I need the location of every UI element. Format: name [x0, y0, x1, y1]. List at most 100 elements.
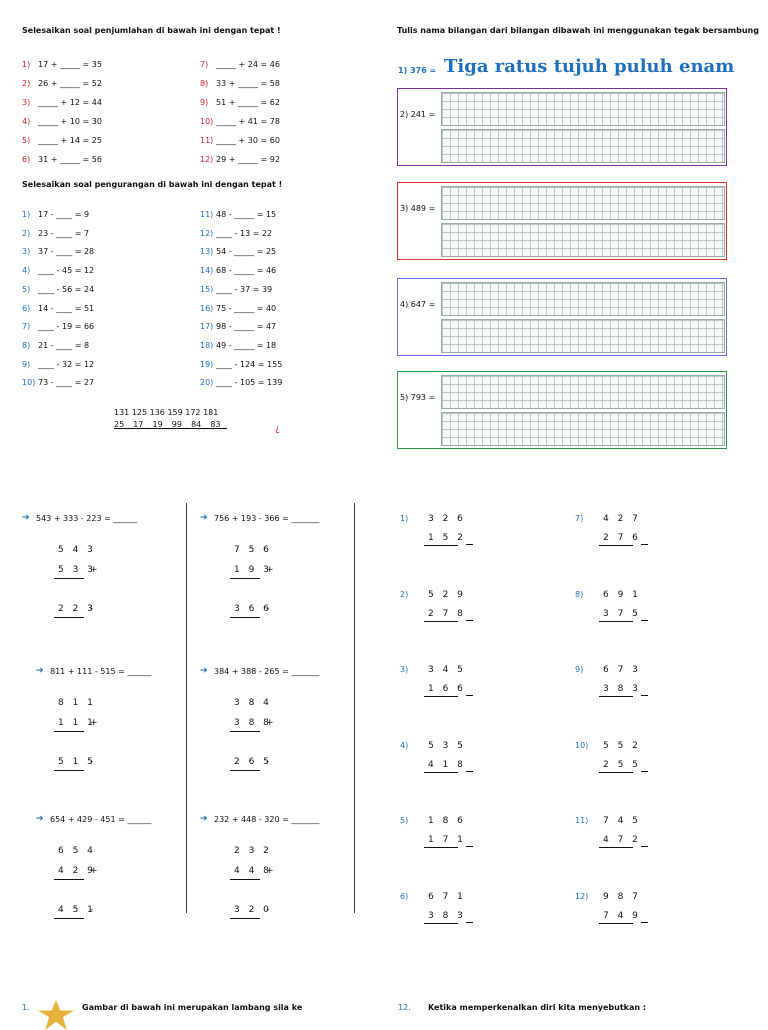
expression: 654 + 429 - 451 = ______	[50, 815, 152, 824]
question-text: 26 + _____ = 52	[38, 79, 102, 88]
writing-grid[interactable]	[441, 129, 725, 163]
operand-a: 3 8 4	[234, 698, 272, 708]
question-text: 49 - _____ = 18	[216, 340, 277, 350]
problem-number: 7)	[575, 514, 584, 523]
operand-c: 2 2 3	[58, 604, 96, 614]
writing-label: 4) 647 =	[400, 300, 436, 309]
question-number: 11)	[200, 136, 214, 145]
result-line	[230, 770, 260, 771]
problem-number: 9)	[575, 665, 584, 674]
question-text: _____ + 12 = 44	[38, 98, 102, 107]
operator: +	[90, 718, 98, 728]
operator: -	[90, 905, 94, 915]
subtrahend-underline	[599, 771, 633, 773]
question-number: 1)	[22, 60, 31, 69]
question-text: ____ - 45 = 12	[38, 266, 95, 276]
question-number: 14)	[200, 266, 214, 276]
writing-grid[interactable]	[441, 319, 725, 353]
operator: +	[266, 718, 274, 728]
writing-grid[interactable]	[441, 186, 725, 220]
subtrahend: 7 4 9	[603, 910, 641, 921]
writing-box	[397, 88, 727, 166]
column-divider-2	[354, 503, 355, 913]
writing-grid[interactable]	[441, 282, 725, 316]
sum-line	[54, 578, 84, 579]
problem-number: 2)	[400, 589, 409, 599]
problem-number: 1)	[400, 514, 409, 523]
question-number: 4)	[22, 117, 31, 126]
q1-text: Gambar di bawah ini merupakan lambang si…	[82, 1003, 303, 1012]
minus-sign	[466, 846, 473, 847]
writing-grid[interactable]	[441, 223, 725, 257]
operator: -	[90, 757, 94, 767]
question-text: 73 - ____ = 27	[38, 378, 95, 388]
question-text: 98 - _____ = 47	[216, 322, 277, 332]
question-number: 8)	[22, 340, 31, 350]
fraction-end-mark: ¿	[275, 424, 280, 434]
writing-grid[interactable]	[441, 412, 725, 446]
subtrahend: 1 5 2	[428, 533, 466, 543]
minus-sign	[466, 921, 473, 923]
sum-line	[230, 731, 260, 732]
writing-label: 2) 241 =	[400, 110, 436, 119]
star-icon	[38, 1000, 74, 1030]
subtrahend-underline	[424, 922, 458, 924]
q12-text: Ketika memperkenalkan diri kita menyebut…	[428, 1003, 647, 1012]
minus-sign	[641, 846, 648, 847]
subtraction-heading: Selesaikan soal pengurangan di bawah ini…	[22, 180, 283, 189]
minus-sign	[641, 770, 648, 772]
minuend: 5 5 2	[603, 740, 641, 751]
operand-b: 1 1 1	[58, 718, 96, 728]
minuend: 5 2 9	[428, 589, 466, 600]
question-number: 1)	[22, 210, 31, 219]
minus-sign	[641, 921, 648, 923]
operator: -	[266, 604, 270, 614]
subtrahend: 1 6 6	[428, 684, 466, 694]
operand-b: 3 8 8	[234, 718, 272, 728]
result-line	[230, 617, 260, 618]
question-text: ____ - 32 = 12	[38, 359, 95, 369]
question-text: 33 + _____ = 58	[216, 79, 280, 88]
question-text: ____ - 13 = 22	[216, 228, 273, 238]
problem-number: 3)	[400, 665, 409, 674]
question-number: 9)	[22, 359, 31, 369]
question-number: 6)	[22, 303, 31, 313]
minuend: 3 4 5	[428, 665, 466, 675]
expression: 384 + 388 - 265 = _______	[214, 667, 320, 676]
subtrahend-underline	[599, 545, 633, 546]
result-line	[230, 918, 260, 919]
minus-sign	[466, 695, 473, 696]
subtrahend: 4 7 2	[603, 835, 641, 845]
question-number: 9)	[200, 98, 209, 107]
writing-label: 5) 793 =	[400, 393, 436, 402]
question-text: _____ + 41 = 78	[216, 117, 280, 126]
question-text: 48 - _____ = 15	[216, 210, 277, 219]
question-number: 4)	[22, 266, 31, 276]
expression: 811 + 111 - 515 = ______	[50, 667, 152, 676]
question-text: ____ - 37 = 39	[216, 284, 273, 294]
operator: -	[266, 905, 270, 915]
addition-heading: Selesaikan soal penjumlahan di bawah ini…	[22, 26, 281, 35]
operand-b: 1 9 3	[234, 565, 272, 575]
result-line	[54, 918, 84, 919]
arrow-icon: ➔	[22, 513, 30, 523]
writing-grid[interactable]	[441, 375, 725, 409]
subtrahend: 1 7 1	[428, 835, 466, 845]
writing-box	[397, 182, 727, 260]
problem-number: 11)	[575, 816, 589, 825]
subtrahend: 2 7 6	[603, 533, 641, 543]
writing-grid[interactable]	[441, 92, 725, 126]
question-number: 17)	[200, 322, 214, 332]
question-number: 20)	[200, 378, 214, 388]
question-text: 54 - _____ = 25	[216, 247, 277, 257]
minuend: 1 8 6	[428, 816, 466, 826]
problem-number: 12)	[575, 891, 589, 901]
question-text: _____ + 10 = 30	[38, 117, 102, 126]
question-text: 17 + _____ = 35	[38, 60, 102, 69]
question-number: 12)	[200, 228, 214, 238]
problem-number: 6)	[400, 891, 409, 901]
minuend: 7 4 5	[603, 816, 641, 826]
operator: -	[266, 757, 270, 767]
question-number: 10)	[22, 378, 36, 388]
example-answer: Tiga ratus tujuh puluh enam	[444, 56, 735, 77]
